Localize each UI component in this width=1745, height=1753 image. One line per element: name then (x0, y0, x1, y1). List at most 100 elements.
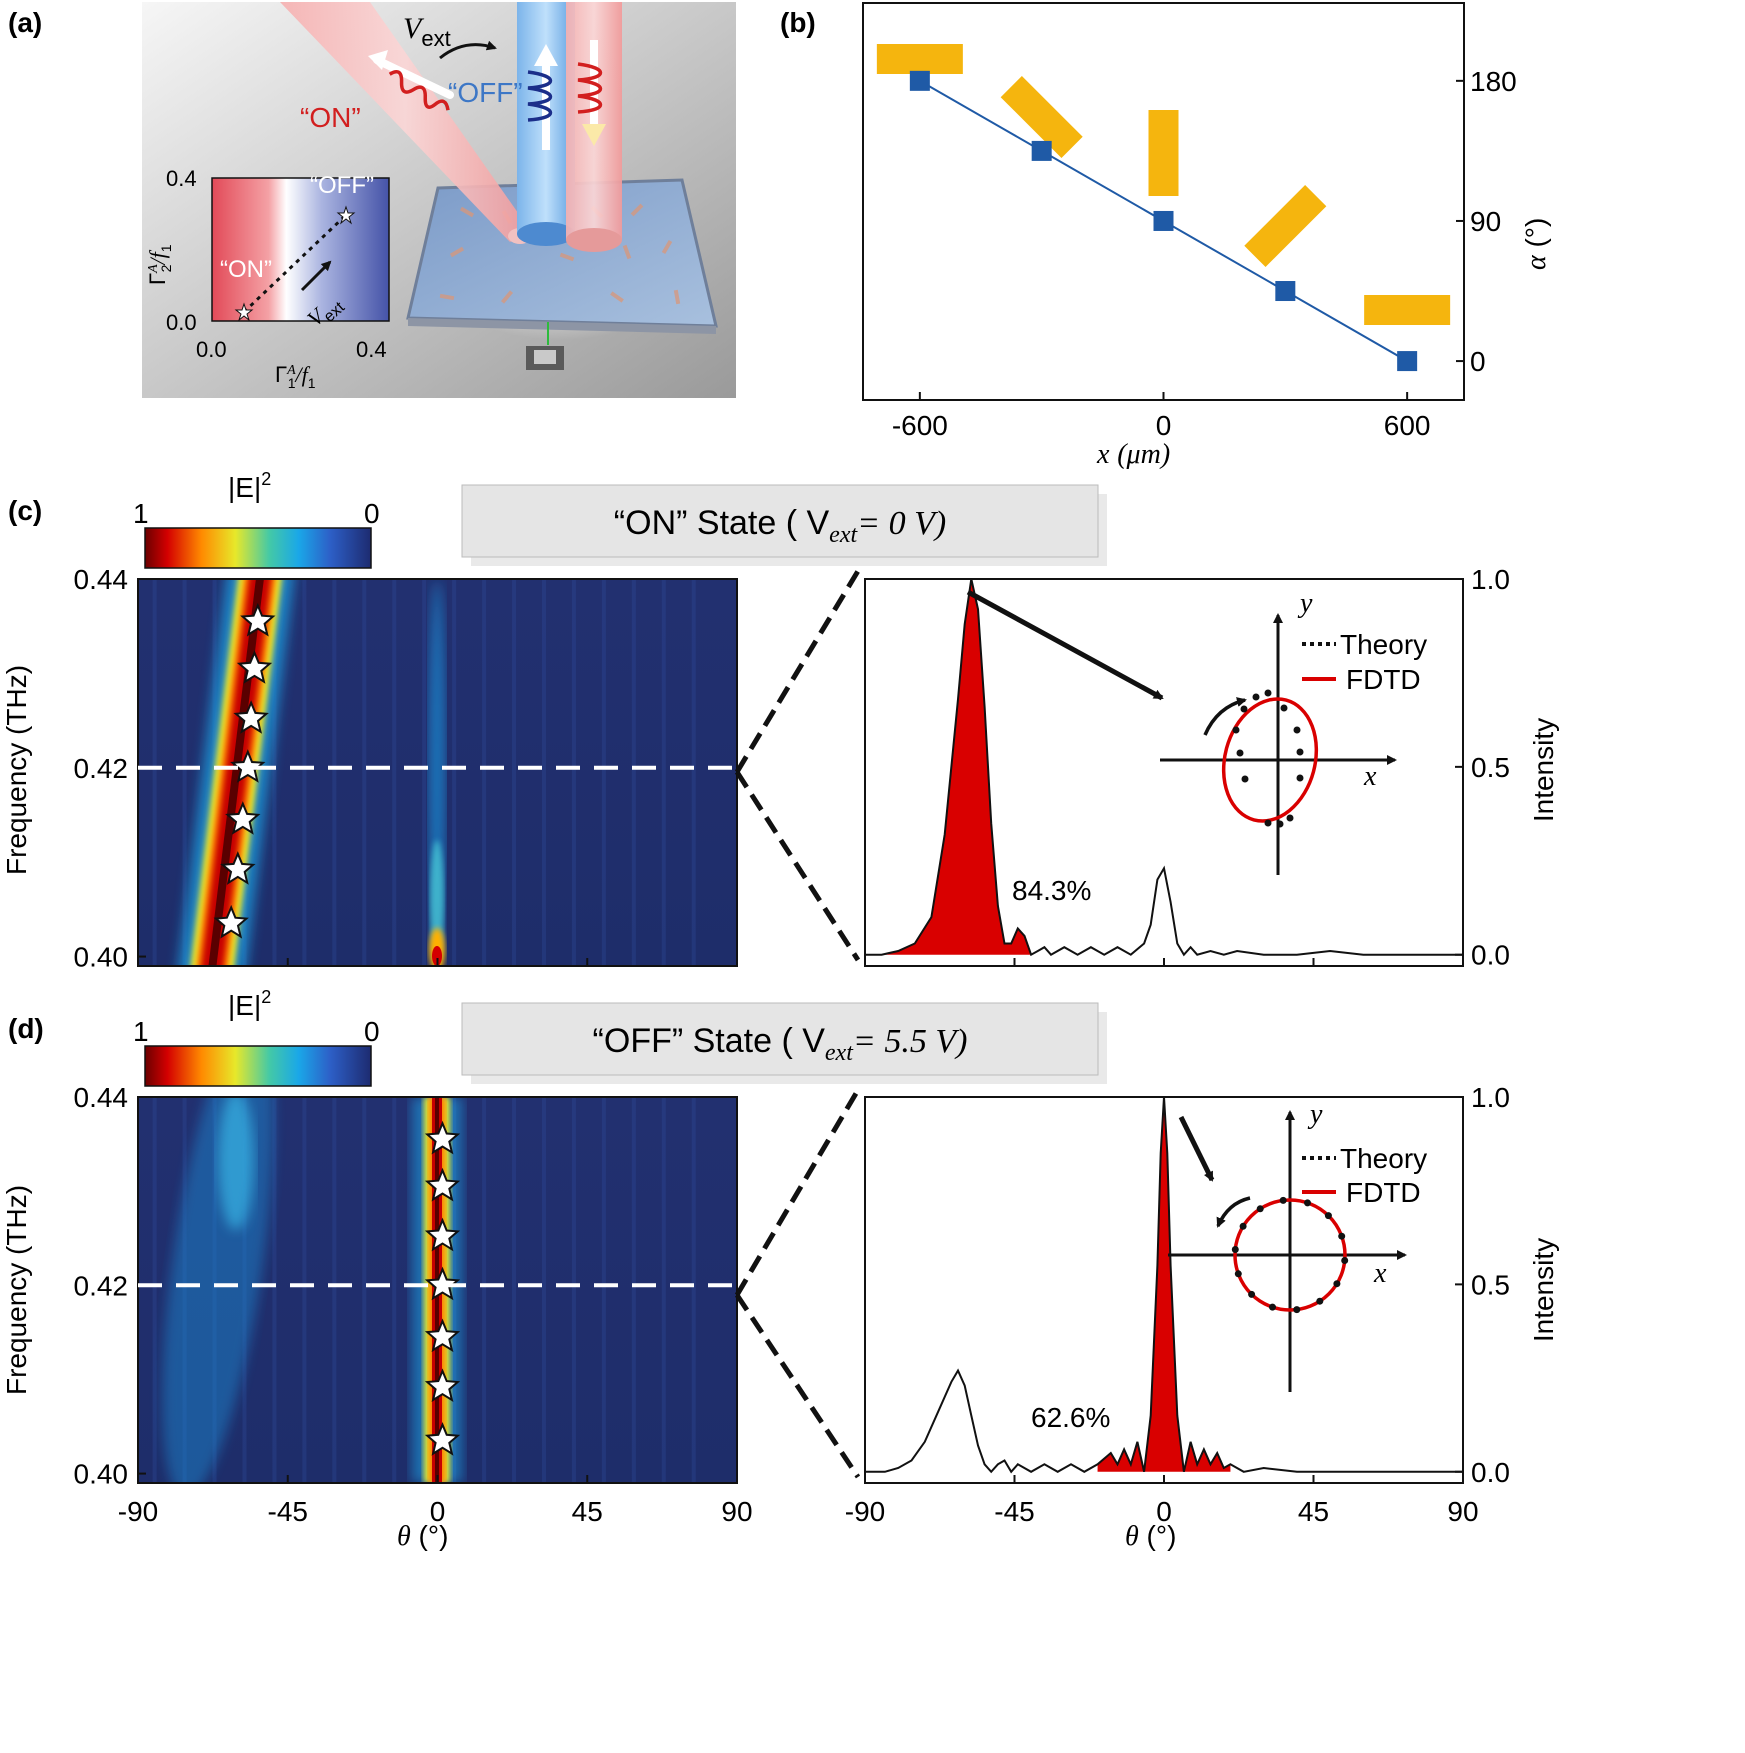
intensity-d-ylabel: Intensity (1528, 1238, 1559, 1342)
svg-text:x: x (1373, 1258, 1387, 1289)
heatmap-xtick: 0 (430, 1496, 446, 1527)
heatmap-ytick: 0.40 (74, 942, 129, 973)
zoom-line-c-top (734, 569, 861, 774)
detector (526, 322, 564, 370)
legend-theory-d: Theory (1340, 1143, 1427, 1174)
inset-ytick-min: 0.0 (166, 310, 197, 335)
mode-star (424, 1368, 461, 1403)
legend-theory-c: Theory (1340, 629, 1427, 660)
panel-b-xlabel: x (μm) (1096, 438, 1170, 470)
colorbar-d-max: 1 (133, 1016, 149, 1047)
mode-star (424, 1167, 461, 1202)
zoom-line-d-bottom (734, 1293, 861, 1479)
alpha-marker (1031, 140, 1052, 161)
title-box-c (461, 484, 1099, 558)
intensity-xtick: -90 (845, 1496, 885, 1527)
intensity-xtick: 0 (1156, 1496, 1172, 1527)
colorbar-c-min: 0 (364, 498, 380, 529)
intensity-d-fill (1097, 1097, 1231, 1472)
intensity-ytick: 0.0 (1471, 940, 1510, 971)
inset-off-label: “OFF” (310, 172, 374, 199)
heatmap-ytick: 0.44 (74, 564, 129, 595)
svg-text:y: y (1307, 1099, 1323, 1130)
orientation-bar (1000, 75, 1083, 159)
title-c: “ON” State ( Vext= 0 V) (614, 504, 946, 548)
panel-label-b: (b) (780, 7, 816, 38)
panel-label-c: (c) (8, 495, 42, 526)
intensity-xtick: -45 (994, 1496, 1034, 1527)
intensity-xtick: 90 (1447, 1496, 1478, 1527)
colorbar-d-min: 0 (364, 1016, 380, 1047)
title-d: “OFF” State ( Vext= 5.5 V) (593, 1022, 968, 1066)
orientation-bar (1244, 184, 1327, 268)
intensity-d-ticks: 1.0 0.5 0.0 -90 -45 0 45 90 (845, 1082, 1510, 1527)
mode-star (230, 749, 266, 783)
mode-star (233, 700, 269, 734)
mode-star (424, 1318, 461, 1353)
alpha-markers (909, 70, 1418, 372)
mode-star (213, 904, 249, 939)
svg-text:y: y (1297, 588, 1313, 619)
title-box-d (461, 1002, 1099, 1076)
intensity-ytick: 0.5 (1471, 1269, 1510, 1300)
colorbar-c (144, 527, 372, 569)
mode-star (236, 650, 273, 684)
peak-arrow-c (966, 589, 1164, 701)
intensity-d-curve (865, 1096, 1463, 1474)
heatmap-ytick: 0.42 (74, 1270, 129, 1301)
panel-label-a: (a) (8, 7, 42, 38)
polarization-inset-d: x y Theory FDTD (1168, 1099, 1427, 1392)
panel-b: (b) -600 0 600 180 90 0 x (μm) α (°) (780, 2, 1552, 470)
colorbar-d-label: |E|2 (228, 987, 271, 1021)
orientation-bar (876, 44, 963, 74)
zoom-line-c-bottom (734, 770, 861, 962)
efficiency-d: 62.6% (1031, 1402, 1110, 1433)
alpha-marker (1275, 281, 1296, 302)
vext-label: Vext (403, 12, 451, 51)
panel-d: (d) 1 0 |E|2 “OFF” State ( Vext= 5.5 V) … (1, 987, 1559, 1552)
off-label: “OFF” (448, 77, 523, 108)
svg-text:x: x (1363, 761, 1377, 792)
legend-fdtd-d: FDTD (1346, 1177, 1421, 1208)
colorbar-c-label: |E|2 (228, 469, 271, 503)
panel-c: (c) 1 0 |E|2 “ON” State ( Vext= 0 V) 0.4… (1, 469, 1559, 973)
intensity-ytick: 1.0 (1471, 564, 1510, 595)
heatmap-c-ylabel: Frequency (THz) (1, 665, 32, 875)
intensity-c-fill (865, 579, 1032, 955)
heatmap-d-ticks: 0.44 0.42 0.40 -90 -45 0 45 90 (74, 1082, 753, 1527)
heatmap-xtick: 90 (721, 1496, 752, 1527)
intensity-c-ticks: 1.0 0.5 0.0 (864, 564, 1510, 971)
heatmap-c-ticks: 0.44 0.42 0.40 (74, 564, 738, 973)
inset-phase-map: “ON” “OFF” Vext 0.4 0.0 0.0 0.4 ΓA 1/f1 Γ… (145, 166, 390, 391)
orientation-bars (876, 44, 1451, 325)
fiber-off (517, 2, 575, 246)
alpha-marker (909, 70, 930, 91)
stars-c (213, 602, 276, 939)
on-label: “ON” (300, 102, 361, 133)
panel-a: (a) (8, 2, 736, 398)
heatmap-d (138, 1097, 737, 1483)
intensity-d-xlabel: θ (°) (1125, 1520, 1176, 1552)
mode-star (424, 1217, 461, 1252)
heatmap-ytick: 0.44 (74, 1082, 129, 1113)
intensity-ytick: 0.5 (1471, 752, 1510, 783)
colorbar-c-max: 1 (133, 498, 149, 529)
mode-star (225, 801, 261, 835)
zoom-line-d-top (734, 1088, 861, 1297)
mode-star (424, 1421, 461, 1456)
inset-xlabel: ΓA 1/f1 (275, 362, 316, 391)
inset-ytick-max: 0.4 (166, 166, 197, 191)
legend-fdtd-c: FDTD (1346, 664, 1421, 695)
peak-arrow-d (1178, 1115, 1215, 1182)
panel-b-xtick: 0 (1156, 410, 1172, 441)
intensity-c-curve (865, 578, 1463, 957)
panel-b-xtick: 600 (1384, 410, 1431, 441)
efficiency-c: 84.3% (1012, 875, 1091, 906)
panel-b-xtick: -600 (892, 410, 948, 441)
vext-arrow (439, 40, 497, 60)
intensity-xtick: 45 (1298, 1496, 1329, 1527)
mode-star (424, 1120, 461, 1155)
panel-b-ytick: 0 (1470, 346, 1486, 377)
heatmap-ytick: 0.42 (74, 753, 129, 784)
